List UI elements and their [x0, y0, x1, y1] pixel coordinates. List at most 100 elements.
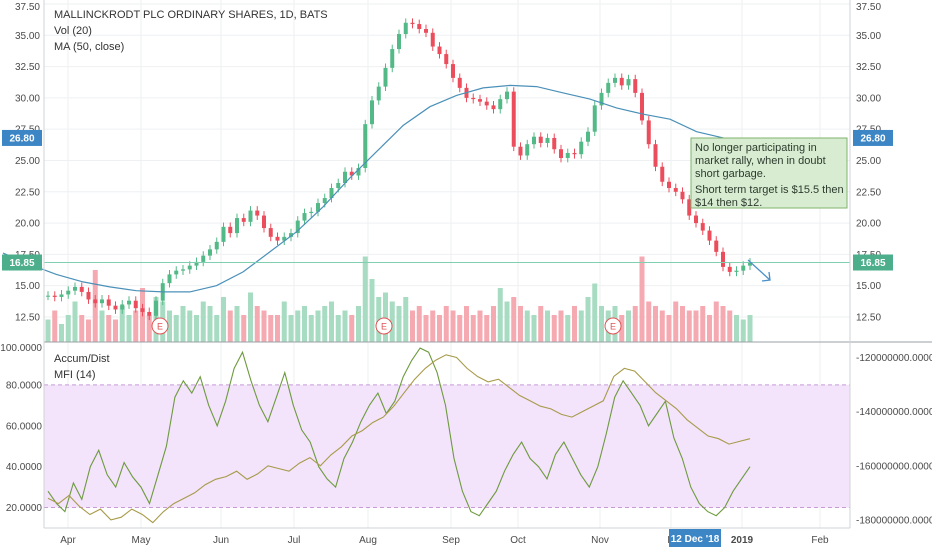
earnings-marker[interactable]: E [375, 317, 393, 335]
mfi-axis[interactable]: 100.0000 80.0000 60.0000 40.0000 20.0000 [0, 343, 42, 514]
candle-body [403, 22, 408, 35]
time-tick: Jul [288, 535, 301, 546]
price-tag: 26.80 [853, 129, 893, 146]
candle-body [79, 286, 84, 292]
volume-bar [700, 306, 706, 342]
earnings-marker[interactable]: E [151, 317, 169, 335]
candle-body [167, 274, 172, 284]
candle-body [370, 100, 374, 125]
note-line-6: $14 then $12. [695, 197, 762, 209]
volume-bar [79, 315, 85, 342]
candle-body [295, 220, 300, 234]
accum-dist-line [47, 354, 751, 524]
volume-bar [578, 310, 584, 342]
volume-bar [356, 306, 361, 342]
price-tag-label: 16.85 [9, 258, 34, 269]
price-tick-right: 32.50 [856, 62, 881, 73]
accum-dist-tick: -120000000.0000 [856, 353, 932, 364]
candle-body [552, 137, 557, 150]
volume-bar [666, 315, 672, 342]
volume-bar [727, 310, 733, 342]
price-tags: 26.80 26.80 16.85 16.85 [2, 129, 893, 271]
candle-body [700, 223, 705, 231]
accum-dist-tick: -160000000.0000 [856, 461, 932, 472]
volume-bar [362, 256, 368, 342]
time-tick: Feb [811, 535, 829, 546]
legend-mfi[interactable]: MFI (14) [54, 369, 96, 381]
volume-bar [45, 319, 51, 342]
candle-body [93, 299, 98, 304]
volume-bar [275, 315, 280, 342]
mfi-tick: 40.0000 [6, 462, 43, 473]
accum-dist-axis[interactable]: -120000000.0000 -140000000.0000 -160000000… [856, 353, 932, 526]
volume-bar [693, 310, 699, 342]
volume-bar [207, 306, 213, 342]
target-arrow[interactable] [747, 259, 771, 282]
note-line-1: No longer participating in [695, 142, 817, 154]
volume-bar [686, 310, 692, 342]
price-tick-right: 30.00 [856, 93, 881, 104]
candle-body [343, 171, 347, 184]
candle-body [46, 295, 50, 297]
volume-bar [389, 301, 395, 342]
note-line-2: market rally, when in doubt [695, 155, 826, 167]
volume-bar [308, 315, 314, 342]
candle-body [349, 171, 354, 176]
volume-bar [119, 306, 125, 342]
candle-body [525, 144, 530, 156]
volume-bar [268, 315, 274, 342]
volume-bar [423, 315, 429, 342]
candle-body [619, 77, 624, 86]
volume-bar [511, 297, 517, 342]
candle-body [572, 152, 577, 155]
mfi-tick: 20.0000 [6, 503, 43, 514]
candle-body [471, 97, 476, 100]
legend-ma[interactable]: MA (50, close) [54, 41, 124, 53]
candle-body [302, 213, 307, 221]
time-tick: Sep [442, 535, 460, 546]
volume-bar [416, 306, 422, 342]
volume-bar [497, 288, 503, 342]
earnings-marker[interactable]: E [604, 317, 622, 335]
price-tag: 26.80 [2, 129, 42, 146]
price-tick-left: 15.00 [15, 281, 40, 292]
volume-bar [302, 306, 307, 342]
candle-body [653, 144, 658, 167]
volume-bar [288, 315, 294, 342]
volume-bar [167, 310, 172, 342]
candle-body [133, 300, 138, 309]
volume-bar [329, 301, 334, 342]
annotation-note[interactable]: No longer participating in market rally,… [690, 137, 848, 209]
price-tick-left: 25.00 [15, 156, 40, 167]
candle-body [201, 255, 206, 262]
volume-bar [720, 306, 726, 342]
price-tick-left: 30.00 [15, 93, 40, 104]
candle-body [241, 218, 246, 222]
volume-bar [524, 310, 530, 342]
candle-body [565, 152, 570, 158]
note-line-5: Short term target is $15.5 then [695, 184, 844, 196]
volume-bar [457, 315, 463, 342]
accum-dist-tick: -180000000.0000 [856, 515, 932, 526]
date-tag-box [669, 529, 721, 547]
volume-bar [227, 310, 233, 342]
price-tick-left: 35.00 [15, 31, 40, 42]
volume-bar [146, 315, 152, 342]
candle-body [52, 295, 57, 297]
time-tick: May [132, 535, 151, 546]
ma50-line [2, 84, 751, 293]
legend-accum-dist[interactable]: Accum/Dist [54, 353, 110, 365]
chart-title: MALLINCKRODT PLC ORDINARY SHARES, 1D, BA… [54, 9, 328, 21]
legend-volume[interactable]: Vol (20) [54, 25, 92, 37]
candle-body [478, 99, 482, 102]
volume-bar [464, 306, 469, 342]
candle-body [390, 49, 395, 68]
price-tick-right: 20.00 [856, 219, 881, 230]
price-tick-right: 37.50 [856, 2, 881, 13]
candle-body [120, 304, 125, 310]
price-tick-left: 12.50 [15, 312, 40, 323]
volume-bar [261, 310, 267, 342]
candle-body [268, 228, 273, 237]
